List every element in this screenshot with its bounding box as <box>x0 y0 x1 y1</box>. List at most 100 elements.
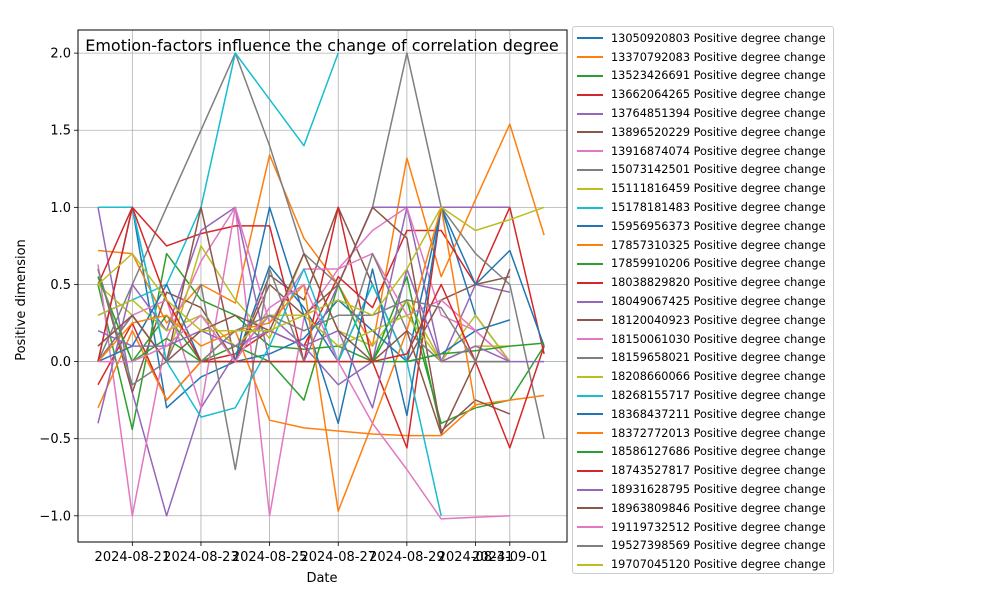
series-line-8 <box>97 52 545 439</box>
legend-label: 13896520229 Positive degree change <box>611 125 826 139</box>
legend-item: 18368437211 Positive degree change <box>577 405 827 424</box>
legend-item: 18268155717 Positive degree change <box>577 386 827 405</box>
series-path <box>97 206 477 512</box>
series-line-12 <box>97 329 545 437</box>
legend-swatch <box>577 37 603 40</box>
series-line-28 <box>97 268 510 386</box>
legend-item: 13050920803 Positive degree change <box>577 29 827 48</box>
legend-label: 15111816459 Positive degree change <box>611 182 826 196</box>
legend-item: 17859910206 Positive degree change <box>577 255 827 274</box>
series-path <box>97 329 545 437</box>
legend-item: 18586127686 Positive degree change <box>577 443 827 462</box>
legend-swatch <box>577 413 603 416</box>
legend-label: 13370792083 Positive degree change <box>611 50 826 64</box>
series-line-22 <box>97 206 477 512</box>
series-line-29 <box>97 206 545 332</box>
legend-item: 18743527817 Positive degree change <box>577 461 827 480</box>
legend-item: 15073142501 Positive degree change <box>577 161 827 180</box>
legend-item: 18372772013 Positive degree change <box>577 424 827 443</box>
legend-item: 18120040923 Positive degree change <box>577 311 827 330</box>
y-tick-label: 0.5 <box>50 278 71 293</box>
legend-swatch <box>577 526 603 529</box>
series-path <box>97 52 545 439</box>
legend-label: 15178181483 Positive degree change <box>611 201 826 215</box>
legend-label: 18743527817 Positive degree change <box>611 464 826 478</box>
x-axis: 2024-08-212024-08-232024-08-252024-08-27… <box>95 542 548 565</box>
x-tick-label: 2024-08-27 <box>300 550 376 565</box>
legend-item: 13896520229 Positive degree change <box>577 123 827 142</box>
legend-swatch <box>577 281 603 284</box>
legend-swatch <box>577 150 603 153</box>
legend-swatch <box>577 74 603 77</box>
x-axis-label: Date <box>306 571 337 586</box>
legend-label: 17857310325 Positive degree change <box>611 238 826 252</box>
series-line-21 <box>97 206 545 425</box>
legend-label: 18159658021 Positive degree change <box>611 351 826 365</box>
legend-swatch <box>577 356 603 359</box>
legend-label: 13050920803 Positive degree change <box>611 31 826 45</box>
legend-swatch <box>577 112 603 115</box>
legend-swatch <box>577 338 603 341</box>
legend-label: 13523426691 Positive degree change <box>611 69 826 83</box>
chart-title: Emotion-factors influence the change of … <box>85 36 559 55</box>
y-tick-label: 2.0 <box>50 47 71 62</box>
legend-label: 17859910206 Positive degree change <box>611 257 826 271</box>
y-axis-label: Positive dimension <box>14 239 29 361</box>
legend-label: 18150061030 Positive degree change <box>611 332 826 346</box>
series-line-10 <box>97 52 339 316</box>
legend-swatch <box>577 432 603 435</box>
series-path <box>97 206 545 425</box>
legend-item: 18159658021 Positive degree change <box>577 349 827 368</box>
legend-label: 18268155717 Positive degree change <box>611 389 826 403</box>
legend-item: 19707045120 Positive degree change <box>577 555 827 574</box>
series-path <box>97 52 339 316</box>
legend-swatch <box>577 56 603 59</box>
grid <box>78 30 567 542</box>
legend-item: 15956956373 Positive degree change <box>577 217 827 236</box>
legend-item: 18038829820 Positive degree change <box>577 273 827 292</box>
legend-label: 18049067425 Positive degree change <box>611 295 826 309</box>
legend-swatch <box>577 450 603 453</box>
legend-swatch <box>577 394 603 397</box>
y-tick-label: 0.0 <box>50 355 71 370</box>
y-tick-label: −0.5 <box>39 432 71 447</box>
legend-label: 19707045120 Positive degree change <box>611 558 826 572</box>
legend-label: 13662064265 Positive degree change <box>611 88 826 102</box>
legend-label: 18372772013 Positive degree change <box>611 426 826 440</box>
legend-label: 18208660066 Positive degree change <box>611 370 826 384</box>
series-path <box>97 268 510 386</box>
legend-label: 19527398569 Positive degree change <box>611 539 826 553</box>
series-lines <box>97 52 545 520</box>
legend-label: 13764851394 Positive degree change <box>611 107 826 121</box>
legend-item: 13523426691 Positive degree change <box>577 67 827 86</box>
legend-item: 15178181483 Positive degree change <box>577 198 827 217</box>
legend-swatch <box>577 187 603 190</box>
legend-swatch <box>577 206 603 209</box>
legend-item: 18208660066 Positive degree change <box>577 367 827 386</box>
y-tick-label: 1.5 <box>50 124 71 139</box>
series-path <box>97 206 545 332</box>
legend-label: 18963809846 Positive degree change <box>611 501 826 515</box>
legend-swatch <box>577 262 603 265</box>
x-tick-label: 2024-08-29 <box>369 550 445 565</box>
series-line-27 <box>98 283 510 520</box>
legend-label: 15073142501 Positive degree change <box>611 163 826 177</box>
x-tick-label: 2024-08-23 <box>163 550 239 565</box>
legend-swatch <box>577 131 603 134</box>
legend-item: 18049067425 Positive degree change <box>577 292 827 311</box>
legend-swatch <box>577 93 603 96</box>
series-path <box>98 283 510 520</box>
x-tick-label: 2024-08-31 <box>438 550 514 565</box>
legend: 13050920803 Positive degree change 133707… <box>572 26 834 574</box>
x-tick-label: 2024-08-25 <box>232 550 308 565</box>
legend-swatch <box>577 300 603 303</box>
legend-swatch <box>577 244 603 247</box>
legend-item: 17857310325 Positive degree change <box>577 236 827 255</box>
series-path <box>97 268 545 409</box>
legend-item: 13764851394 Positive degree change <box>577 104 827 123</box>
legend-item: 13370792083 Positive degree change <box>577 48 827 67</box>
legend-swatch <box>577 375 603 378</box>
legend-label: 19119732512 Positive degree change <box>611 520 826 534</box>
legend-swatch <box>577 507 603 510</box>
